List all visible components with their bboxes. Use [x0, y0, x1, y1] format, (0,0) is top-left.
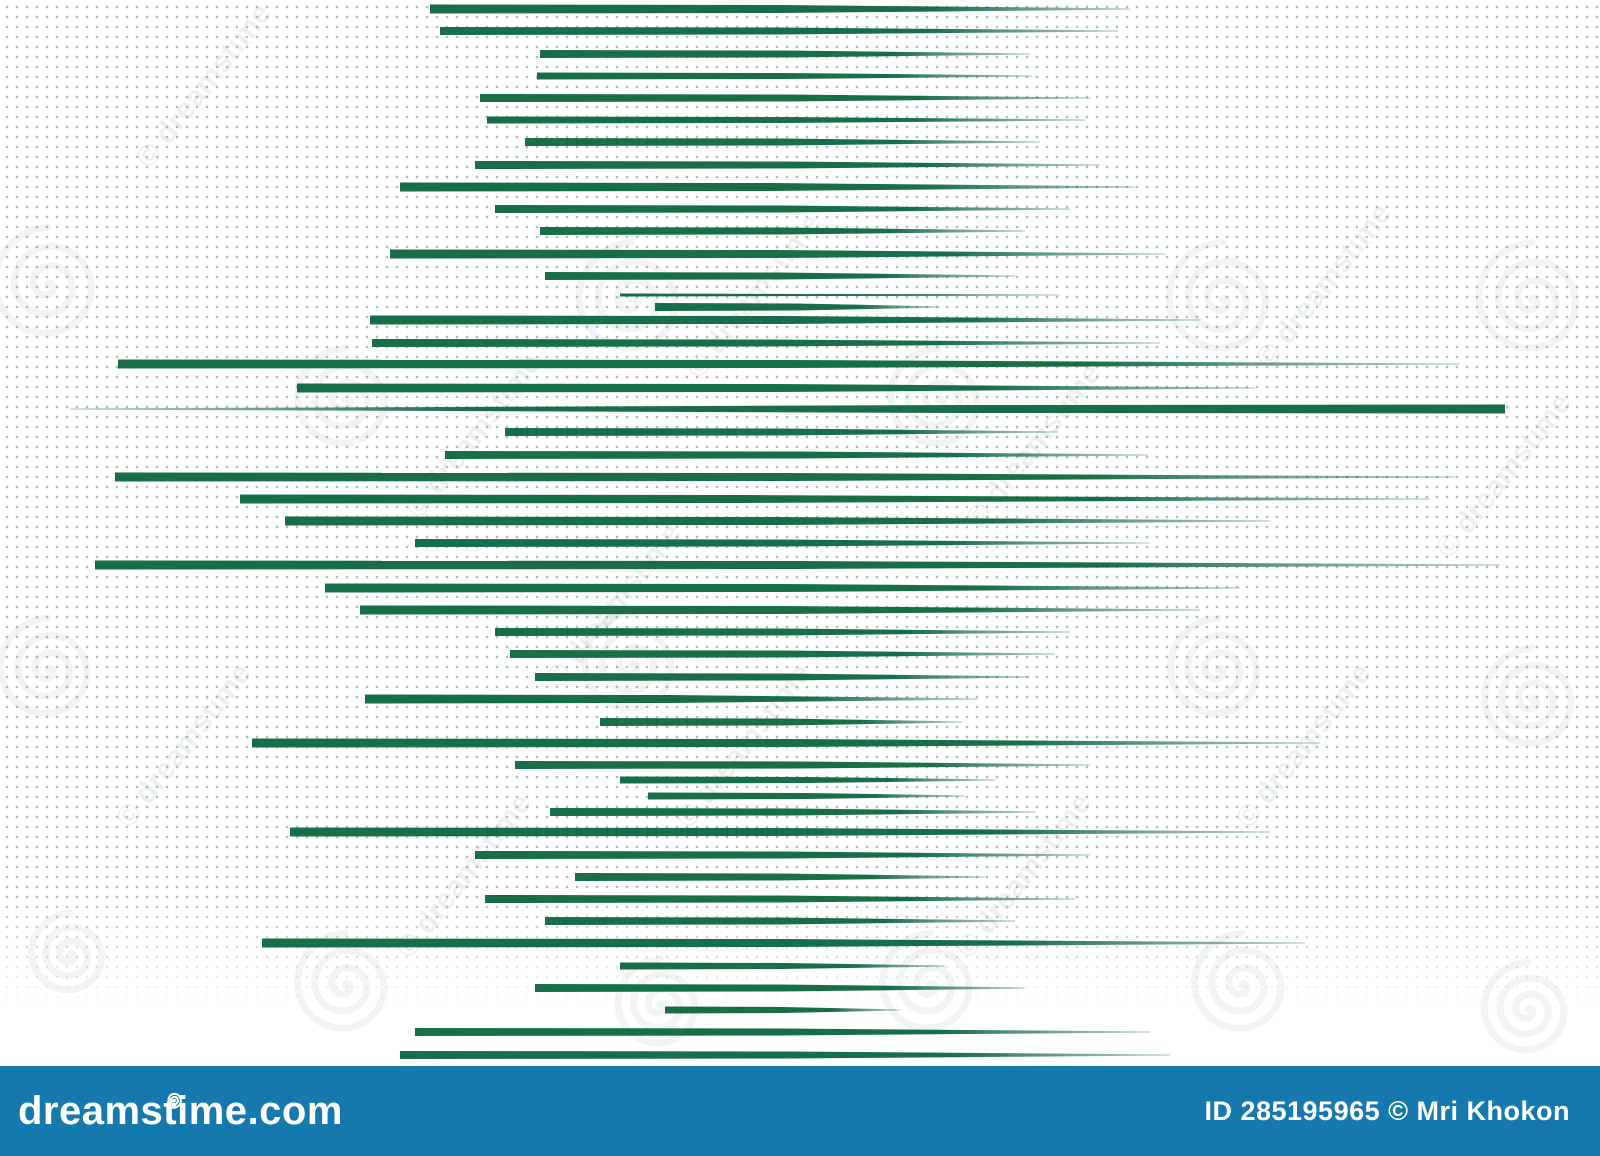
watermark-footer-bar: dreamstime.com ID 285195965 © Mri Khokon — [0, 1066, 1600, 1156]
speed-line — [415, 1028, 1150, 1036]
speed-line — [400, 1051, 1170, 1059]
image-credit-text: ID 285195965 © Mri Khokon — [1204, 1095, 1570, 1126]
dreamstime-spiral-icon — [164, 1077, 184, 1109]
halftone-dot-pattern — [0, 0, 1600, 1012]
dreamstime-logo: dreamstime.com — [18, 1091, 343, 1131]
spiral-glyph — [167, 1092, 182, 1109]
